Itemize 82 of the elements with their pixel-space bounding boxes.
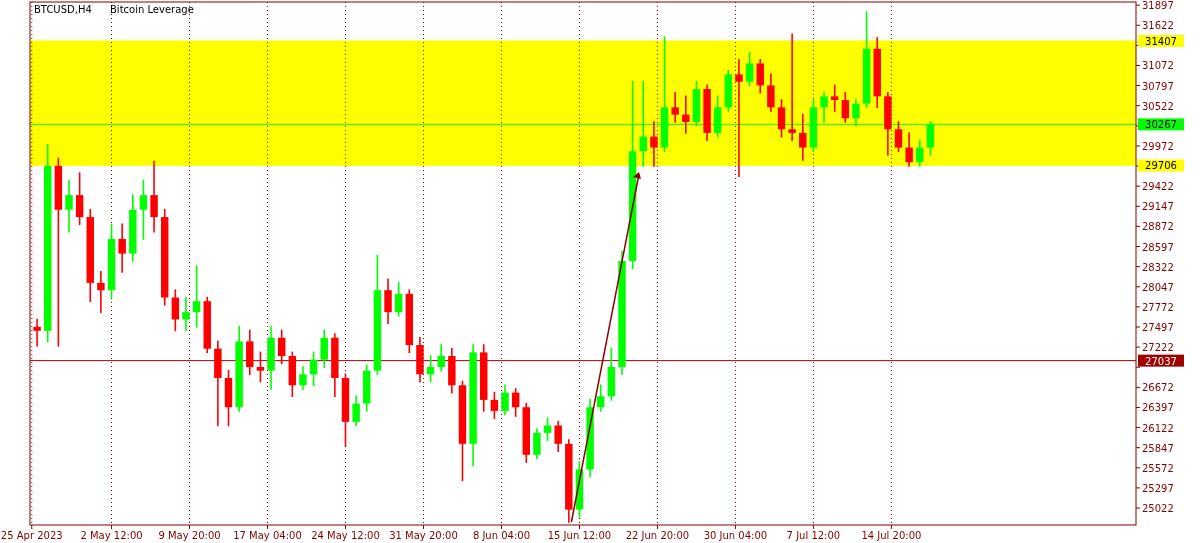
chart-subtitle: Bitcoin Leverage	[110, 4, 194, 15]
candlestick	[682, 95, 690, 134]
candlestick	[597, 384, 605, 412]
candlestick	[650, 121, 658, 167]
candlestick	[799, 113, 807, 161]
candlestick	[65, 179, 73, 233]
x-tick-label: 7 Jul 12:00	[786, 530, 841, 541]
x-tick-label: 22 Jun 20:00	[625, 530, 690, 541]
candlestick	[182, 296, 190, 332]
x-tick-label: 24 May 12:00	[311, 530, 380, 541]
y-tick-label: 27222	[1142, 342, 1174, 354]
candlestick	[830, 84, 839, 112]
candlestick	[671, 91, 679, 123]
candlestick	[33, 318, 41, 347]
candlestick	[788, 33, 796, 142]
x-tick-label: 14 Jul 20:00	[861, 530, 922, 541]
candlestick	[171, 289, 180, 332]
candlestick	[533, 428, 541, 460]
x-tick-label: 15 Jun 12:00	[547, 530, 612, 541]
y-tick-label: 29972	[1142, 140, 1174, 152]
y-tick-label: 30522	[1142, 100, 1174, 112]
ref-line-label: 30267	[1145, 119, 1177, 131]
y-tick-label: 25572	[1142, 462, 1174, 474]
candlestick	[299, 366, 307, 390]
y-tick-label: 25297	[1142, 482, 1174, 494]
y-tick-label: 29422	[1142, 181, 1174, 193]
y-tick-label: 26672	[1142, 382, 1174, 394]
candlestick	[437, 344, 445, 372]
y-tick-label: 27772	[1142, 301, 1174, 313]
candlestick	[309, 351, 318, 387]
y-tick-label: 27497	[1142, 321, 1174, 333]
candlestick	[118, 223, 126, 273]
candlestick	[543, 417, 552, 441]
candlestick	[777, 99, 786, 138]
candlestick	[426, 355, 435, 383]
candlestick	[894, 121, 903, 153]
y-tick-label: 28322	[1142, 261, 1174, 273]
y-tick-label: 26397	[1142, 402, 1174, 414]
candlestick	[139, 179, 148, 240]
candlestick	[97, 271, 105, 313]
x-tick-label: 9 May 20:00	[158, 530, 221, 541]
y-tick-label: 28597	[1142, 241, 1174, 253]
candlestick	[490, 391, 499, 420]
candlestick	[735, 58, 743, 177]
chart-title: BTCUSD,H4	[34, 4, 92, 15]
y-tick-label: 26122	[1142, 422, 1174, 434]
candlestick	[192, 265, 201, 328]
x-tick-label: 31 May 20:00	[389, 530, 458, 541]
candlestick	[841, 91, 850, 123]
y-tick-label: 31622	[1142, 20, 1174, 32]
y-tick-label: 25022	[1142, 503, 1174, 515]
x-tick-label: 25 Apr 2023	[0, 530, 63, 541]
candlestick	[756, 58, 764, 94]
y-tick-label: 28872	[1142, 221, 1174, 233]
ref-line-label: 29706	[1145, 160, 1177, 172]
candlestick	[256, 351, 265, 383]
candlestick	[394, 282, 403, 317]
y-tick-label: 30797	[1142, 80, 1174, 92]
candlestick	[916, 139, 924, 167]
y-tick-label: 31897	[1142, 0, 1174, 12]
candlestick	[511, 388, 520, 417]
x-tick-label: 2 May 12:00	[80, 530, 143, 541]
x-tick-label: 17 May 04:00	[233, 530, 302, 541]
x-tick-label: 30 Jun 04:00	[703, 530, 768, 541]
candlestick	[384, 278, 392, 324]
candlestick	[277, 329, 286, 365]
candlestick	[767, 73, 775, 112]
ref-line-label: 31407	[1145, 35, 1177, 47]
candlestick	[745, 51, 754, 87]
y-tick-label: 31072	[1142, 60, 1174, 72]
candlestick	[554, 421, 562, 452]
candlestick	[905, 132, 913, 167]
x-tick-label: 8 Jun 04:00	[472, 530, 531, 541]
candlestick	[501, 384, 509, 416]
y-tick-label: 25847	[1142, 442, 1174, 454]
y-tick-label: 28047	[1142, 281, 1174, 293]
candlestick	[352, 395, 360, 427]
candlestick	[150, 160, 158, 233]
y-tick-label: 29147	[1142, 201, 1174, 213]
ref-line-label: 27037	[1145, 355, 1177, 367]
candlestick	[75, 172, 84, 226]
candlestick	[320, 329, 328, 368]
